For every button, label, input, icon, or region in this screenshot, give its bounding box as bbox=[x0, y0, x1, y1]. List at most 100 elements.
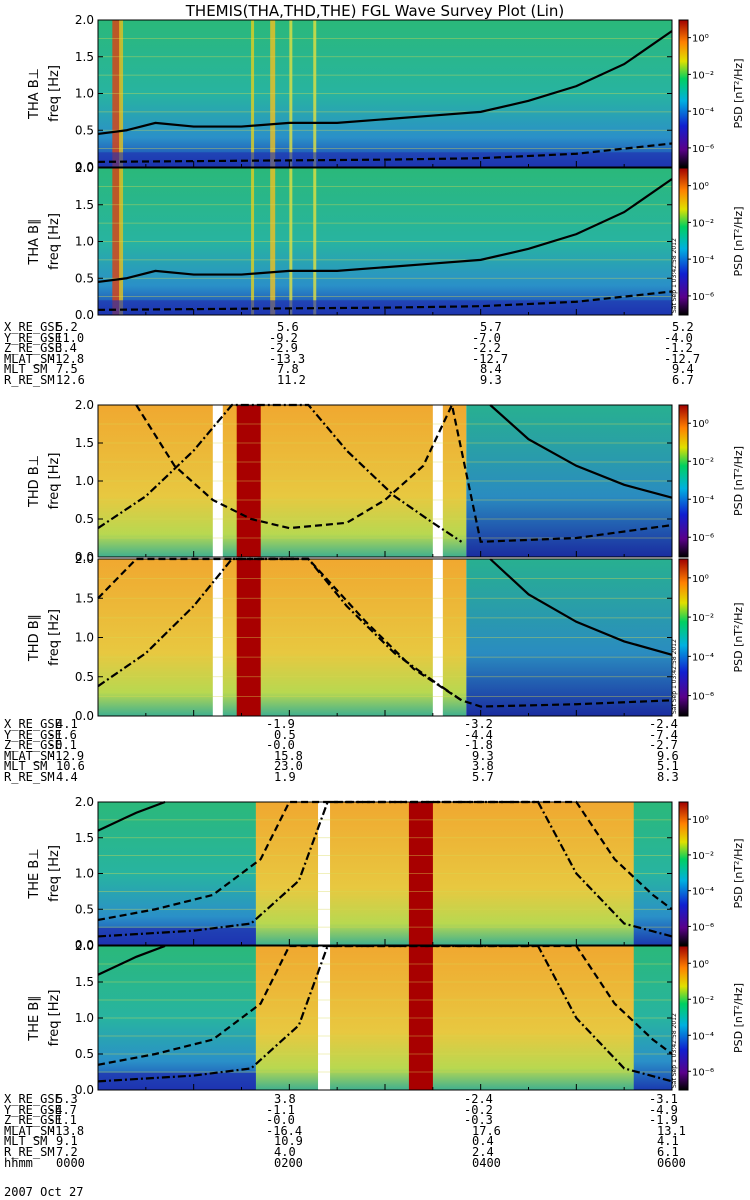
ephemeris-value: 5.7 bbox=[472, 769, 494, 784]
ephemeris-value: 0000 bbox=[56, 1155, 85, 1170]
ephemeris-value: 4.0 bbox=[274, 1144, 296, 1159]
overlay-dashed-line bbox=[97, 290, 673, 311]
ephemeris-value: 9.1 bbox=[56, 1134, 78, 1149]
ephemeris-value: -7.4 bbox=[649, 727, 678, 742]
ephemeris-label: Z_RE_GSE bbox=[4, 1113, 62, 1128]
ephemeris-value: 5.6 bbox=[277, 320, 299, 334]
ephemeris-row: R_RE_SM 12.6 11.2 9.3 6.7 bbox=[4, 372, 704, 387]
colorbar-tick-label: 10⁻⁶ bbox=[692, 533, 714, 544]
ephemeris-row: Z_RE_GSE -0.1 -0.0 -1.8 -2.7 bbox=[4, 738, 704, 753]
colorbar bbox=[678, 801, 689, 946]
overlay-solid-line bbox=[489, 558, 673, 656]
ephemeris-value: 0600 bbox=[657, 1155, 686, 1170]
colorbar-label: PSD [nT²/Hz] bbox=[732, 602, 745, 672]
ephemeris-value: 3.8 bbox=[472, 759, 494, 774]
overlay-dashed-line bbox=[97, 800, 673, 922]
ephemeris-label: MLAT_SM bbox=[4, 748, 55, 763]
ephemeris-value: -0.3 bbox=[464, 1113, 493, 1128]
y-tick-label: 0.5 bbox=[75, 902, 94, 916]
colorbar-tick-label: 10⁻² bbox=[692, 851, 714, 862]
ephemeris-row: R_RE_SM 7.2 4.0 2.4 6.1 bbox=[4, 1144, 704, 1159]
ephemeris-label: Z_RE_GSE bbox=[4, 738, 62, 753]
y-tick-label: 1.0 bbox=[75, 867, 94, 881]
ephemeris-value: -11.0 bbox=[48, 330, 85, 345]
ephemeris-value: -2.2 bbox=[472, 341, 501, 356]
y-tick-label: 2.0 bbox=[75, 552, 94, 566]
y-tick-label: 0.0 bbox=[75, 308, 94, 322]
colorbar-tick-label: 10⁻² bbox=[692, 70, 714, 81]
ephemeris-value: 12.6 bbox=[56, 372, 85, 387]
colorbar-tick-label: 10⁻⁶ bbox=[692, 922, 714, 933]
panel-title: THA B⊥ bbox=[27, 68, 42, 120]
ephemeris-block: X_RE_GSE 5.2 5.6 5.7 5.2 Y_RE_GSE -11.0 -9.2 -7.… bbox=[4, 320, 704, 387]
ephemeris-row: MLAT_SM -12.9 15.8 9.3 9.6 bbox=[4, 748, 704, 763]
ephemeris-value: -0.0 bbox=[266, 738, 295, 753]
ephemeris-value: 5.2 bbox=[672, 320, 694, 334]
ephemeris-label: MLT_SM bbox=[4, 362, 48, 377]
figure-title: THEMIS(THA,THD,THE) FGL Wave Survey Plot… bbox=[185, 2, 565, 20]
overlay-dashdot-line bbox=[97, 944, 673, 1083]
panel-title: THE B⊥ bbox=[27, 848, 42, 899]
ephemeris-value: 5.2 bbox=[56, 320, 78, 334]
ephemeris-label: Y_RE_GSE bbox=[4, 727, 62, 742]
ephemeris-row: Z_RE_GSE -1.1 -0.0 -0.3 -1.9 bbox=[4, 1113, 704, 1128]
ephemeris-row: MLT_SM 10.6 23.0 3.8 5.1 bbox=[4, 759, 704, 774]
colorbar-tick-label: 10⁻⁴ bbox=[692, 495, 714, 506]
ephemeris-block: X_RE_GSE 4.1 -1.9 -3.2 -2.4 Y_RE_GSE -1.6 0.5 -4… bbox=[4, 717, 704, 784]
ephemeris-value: 10.9 bbox=[274, 1134, 303, 1149]
ephemeris-value: -1.9 bbox=[266, 717, 295, 731]
ephemeris-value: -12.7 bbox=[472, 351, 509, 366]
overlay-dashed-line bbox=[97, 142, 673, 163]
ephemeris-value: 2.4 bbox=[472, 1144, 494, 1159]
overlay-dashdot-line bbox=[97, 557, 463, 702]
y-tick-label: 0.5 bbox=[75, 670, 94, 684]
overlay-dashdot-line bbox=[97, 800, 673, 938]
y-tick-label: 0.0 bbox=[75, 1083, 94, 1097]
timestamp-stamp: Sat Sep 1 03:42:58 2012 bbox=[671, 238, 678, 313]
ephemeris-value: 9.6 bbox=[657, 748, 679, 763]
overlay-solid-line bbox=[97, 800, 166, 832]
colorbar-tick-label: 10⁰ bbox=[692, 182, 709, 193]
y-tick-label: 1.5 bbox=[75, 436, 94, 450]
ephemeris-label: R_RE_SM bbox=[4, 372, 55, 387]
overlay-dashed-line bbox=[97, 557, 673, 708]
overlay-dashed-line bbox=[97, 944, 673, 1066]
y-tick-label: 2.0 bbox=[75, 939, 94, 953]
ephemeris-value: 0400 bbox=[472, 1155, 501, 1170]
ephemeris-label: hhmm bbox=[4, 1155, 33, 1170]
colorbar-label: PSD [nT²/Hz] bbox=[732, 446, 745, 516]
ephemeris-value: 8.4 bbox=[480, 362, 502, 377]
ephemeris-label: Y_RE_GSE bbox=[4, 1102, 62, 1117]
ephemeris-value: 5.1 bbox=[657, 759, 679, 774]
y-tick-label: 0.0 bbox=[75, 709, 94, 723]
y-tick-label: 1.0 bbox=[75, 474, 94, 488]
overlay-solid-line bbox=[97, 178, 673, 284]
ephemeris-value: -0.0 bbox=[266, 1113, 295, 1128]
ephemeris-value: -1.1 bbox=[266, 1102, 295, 1117]
ephemeris-value: -4.9 bbox=[649, 1102, 678, 1117]
y-tick-label: 2.0 bbox=[75, 795, 94, 809]
ephemeris-value: -1.2 bbox=[664, 341, 693, 356]
ephemeris-value: 9.3 bbox=[480, 372, 502, 387]
y-axis-label: freq [Hz] bbox=[47, 609, 62, 666]
ephemeris-value: -2.7 bbox=[649, 738, 678, 753]
ephemeris-value: 3.8 bbox=[274, 1092, 296, 1106]
colorbar-tick-label: 10⁻⁶ bbox=[692, 1067, 714, 1078]
ephemeris-row: X_RE_GSE 5.3 3.8 -2.4 -3.1 bbox=[4, 1092, 704, 1106]
ephemeris-row: X_RE_GSE 5.2 5.6 5.7 5.2 bbox=[4, 320, 704, 334]
ephemeris-value: -4.0 bbox=[664, 330, 693, 345]
colorbar-tick-label: 10⁻⁴ bbox=[692, 107, 714, 118]
ephemeris-label: R_RE_SM bbox=[4, 769, 55, 784]
ephemeris-value: -1.8 bbox=[464, 738, 493, 753]
timestamp-stamp: Sat Sep 1 03:42:58 2012 bbox=[671, 639, 678, 714]
colorbar-tick-label: 10⁻⁴ bbox=[692, 1031, 714, 1042]
ephemeris-row: MLT_SM 7.5 7.8 8.4 9.4 bbox=[4, 362, 704, 377]
colorbar bbox=[678, 167, 689, 316]
ephemeris-value: 7.5 bbox=[56, 362, 78, 377]
ephemeris-label: MLT_SM bbox=[4, 1134, 48, 1149]
y-tick-label: 0.0 bbox=[75, 550, 94, 564]
colorbar-tick-label: 10⁻⁴ bbox=[692, 255, 714, 266]
y-tick-label: 1.0 bbox=[75, 1011, 94, 1025]
ephemeris-value: 17.6 bbox=[472, 1123, 501, 1138]
